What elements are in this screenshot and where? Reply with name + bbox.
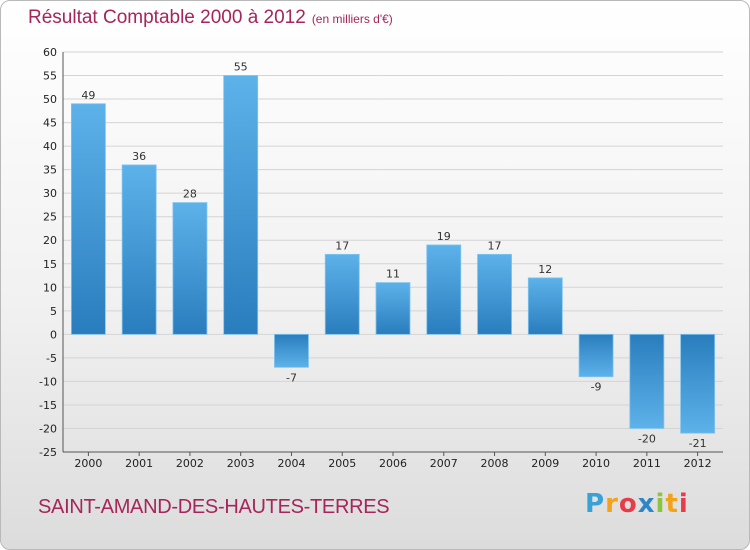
x-tick-label: 2004 [277, 457, 305, 470]
x-tick-label: 2000 [74, 457, 102, 470]
x-tick-label: 2009 [531, 457, 559, 470]
data-label: 11 [386, 268, 400, 281]
data-label: -21 [689, 437, 707, 450]
y-tick-label: 55 [43, 70, 57, 83]
y-tick-label: 50 [43, 93, 57, 106]
data-labels: 49 36 28 55 -7 17 11 19 17 12 -9 -20 -21 [81, 61, 706, 451]
x-tick-label: 2006 [379, 457, 407, 470]
y-tick-label: -10 [39, 375, 57, 388]
data-label: 19 [437, 230, 451, 243]
x-tick-label: 2008 [481, 457, 509, 470]
logo-letter: i [678, 489, 689, 519]
y-tick-label: 60 [43, 46, 57, 59]
bar-2000 [70, 103, 106, 335]
bars [70, 75, 716, 434]
data-label: -7 [286, 371, 297, 384]
x-tick-label: 2011 [633, 457, 661, 470]
y-tick-label: 45 [43, 117, 57, 130]
chart-title-text: Résultat Comptable 2000 à 2012 [28, 7, 306, 28]
data-label: 12 [538, 263, 552, 276]
y-tick-label: -5 [46, 352, 57, 365]
bar-2008 [477, 253, 512, 335]
bar-2007 [426, 244, 462, 335]
x-tick-label: 2002 [176, 457, 204, 470]
y-tick-label: 40 [43, 140, 57, 153]
bar-2010 [578, 333, 614, 378]
x-tick-label: 2012 [684, 457, 712, 470]
data-label: 55 [234, 61, 248, 74]
logo-letter: x [637, 489, 656, 519]
logo-letter: t [665, 489, 679, 519]
data-label: 36 [132, 150, 146, 163]
y-tick-label: 20 [43, 234, 57, 247]
chart-subtitle: (en milliers d'€) [311, 12, 393, 26]
y-tick-label: 10 [43, 281, 57, 294]
grid-lines [63, 51, 723, 453]
data-label: -20 [638, 432, 656, 445]
x-tick-labels: 2000 2001 2002 2003 2004 2005 2006 2007 2008 2009… [74, 452, 712, 470]
data-label: -9 [591, 381, 602, 394]
y-tick-label: 0 [50, 328, 57, 341]
x-tick-label: 2010 [582, 457, 610, 470]
bar-2005 [324, 253, 360, 335]
proxiti-logo: Proxiti [585, 489, 689, 519]
bar-2012 [680, 333, 716, 434]
bar-2001 [121, 164, 157, 335]
x-tick-label: 2007 [430, 457, 458, 470]
y-tick-label: -20 [39, 422, 57, 435]
commune-name: SAINT-AMAND-DES-HAUTES-TERRES [38, 496, 390, 518]
y-tick-label: 15 [43, 258, 57, 271]
logo-letter: P [585, 489, 606, 519]
axes [62, 52, 723, 453]
bar-2009 [527, 277, 563, 335]
y-tick-label: 5 [50, 305, 57, 318]
x-tick-label: 2001 [125, 457, 153, 470]
bar-2004 [274, 333, 309, 368]
data-label: 49 [81, 89, 95, 102]
chart-title: Résultat Comptable 2000 à 2012 (en millie… [28, 7, 393, 29]
logo-letter: r [605, 489, 619, 519]
y-tick-label: -15 [39, 399, 57, 412]
x-tick-label: 2005 [328, 457, 356, 470]
data-label: 17 [335, 239, 349, 252]
y-tick-label: 25 [43, 211, 57, 224]
y-tick-label: 35 [43, 164, 57, 177]
data-label: 28 [183, 188, 197, 201]
y-tick-label: -25 [39, 446, 57, 459]
data-label: 17 [488, 239, 502, 252]
bar-2011 [629, 333, 665, 429]
bar-2006 [375, 282, 411, 335]
bar-2003 [223, 75, 259, 335]
logo-letter: i [655, 489, 666, 519]
bar-2002 [172, 202, 208, 335]
x-tick-label: 2003 [227, 457, 255, 470]
logo-letter: o [618, 489, 638, 519]
y-tick-label: 30 [43, 187, 57, 200]
